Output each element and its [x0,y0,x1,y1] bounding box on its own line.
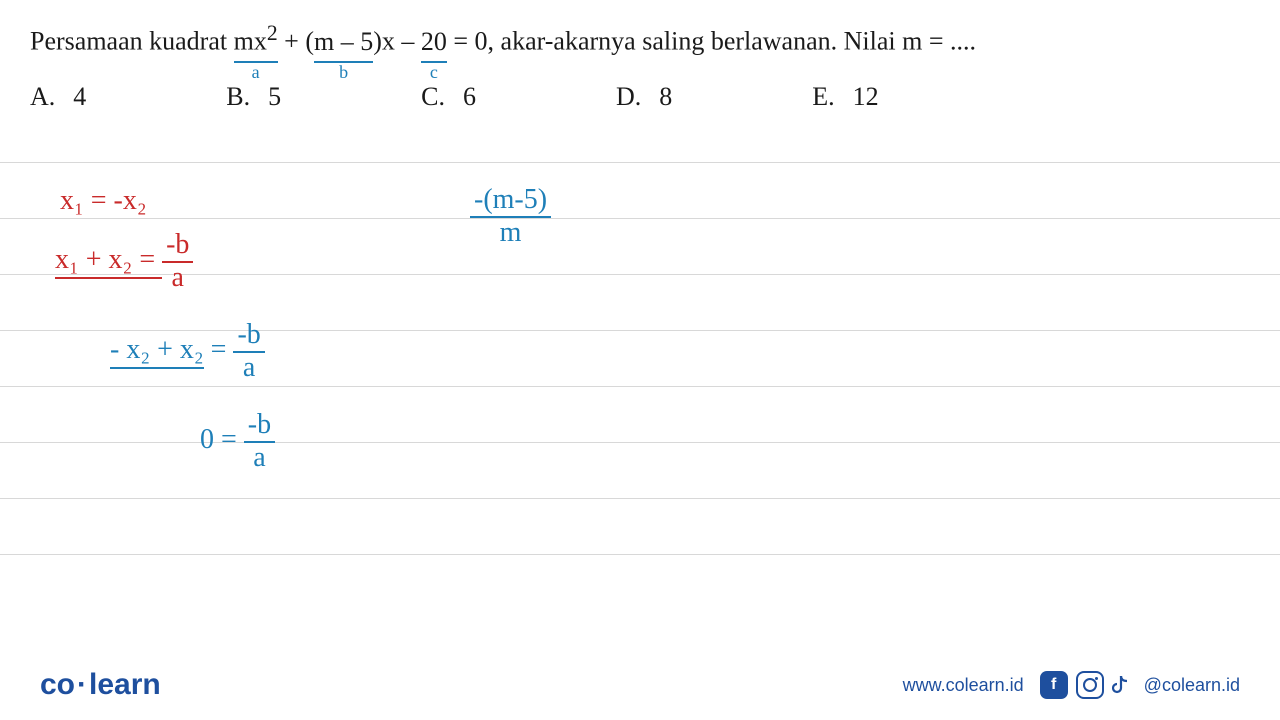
logo-dot-icon: · [77,668,87,701]
hand-sub-line: - x₂ + x₂ = -b a [110,320,265,384]
social-handle[interactable]: @colearn.id [1144,675,1240,696]
term-a: mx2a [234,18,278,60]
q-prefix: Persamaan kuadrat [30,27,234,56]
option-b[interactable]: B.5 [226,82,281,112]
term-c: 20c [421,24,447,60]
ruled-line [0,442,1280,443]
question-area: Persamaan kuadrat mx2a + (m – 5b)x – 20c… [0,0,1280,122]
instagram-icon[interactable] [1076,671,1104,699]
facebook-icon[interactable]: f [1040,671,1068,699]
ruled-line [0,386,1280,387]
question-text: Persamaan kuadrat mx2a + (m – 5b)x – 20c… [30,18,1250,60]
hand-sum-roots: x₁ + x₂ = -b a [55,230,193,294]
label-a: a [252,60,260,85]
ruled-line [0,162,1280,163]
q-suffix: = 0, akar-akarnya saling berlawanan. Nil… [447,27,976,56]
footer-url[interactable]: www.colearn.id [903,675,1024,696]
hand-rhs-frac: -(m-5) m [470,185,551,249]
term-b: m – 5b [314,24,373,60]
options-row: A.4 B.5 C.6 D.8 E.12 [30,82,1250,112]
hand-x1-eq-neg-x2: x₁ = -x₂ [60,185,147,217]
footer-right: www.colearn.id f @colearn.id [903,671,1240,699]
label-b: b [339,60,348,85]
frac-neg-b-over-a-blue-2: -b a [244,410,275,474]
ruled-line [0,554,1280,555]
option-a[interactable]: A.4 [30,82,86,112]
q-mid: )x – [373,27,421,56]
frac-neg-b-over-a-blue: -b a [233,320,264,384]
frac-neg-b-over-a-red: -b a [162,230,193,294]
option-c[interactable]: C.6 [421,82,476,112]
tiktok-icon[interactable] [1112,673,1136,697]
footer: co·learn www.colearn.id f @colearn.id [0,650,1280,720]
logo: co·learn [40,668,161,702]
q-plus: + ( [278,27,314,56]
label-c: c [430,60,438,85]
social-icons: f @colearn.id [1040,671,1240,699]
ruled-line [0,498,1280,499]
hand-zero-line: 0 = -b a [200,410,275,474]
ruled-line [0,218,1280,219]
option-e[interactable]: E.12 [812,82,878,112]
option-d[interactable]: D.8 [616,82,672,112]
